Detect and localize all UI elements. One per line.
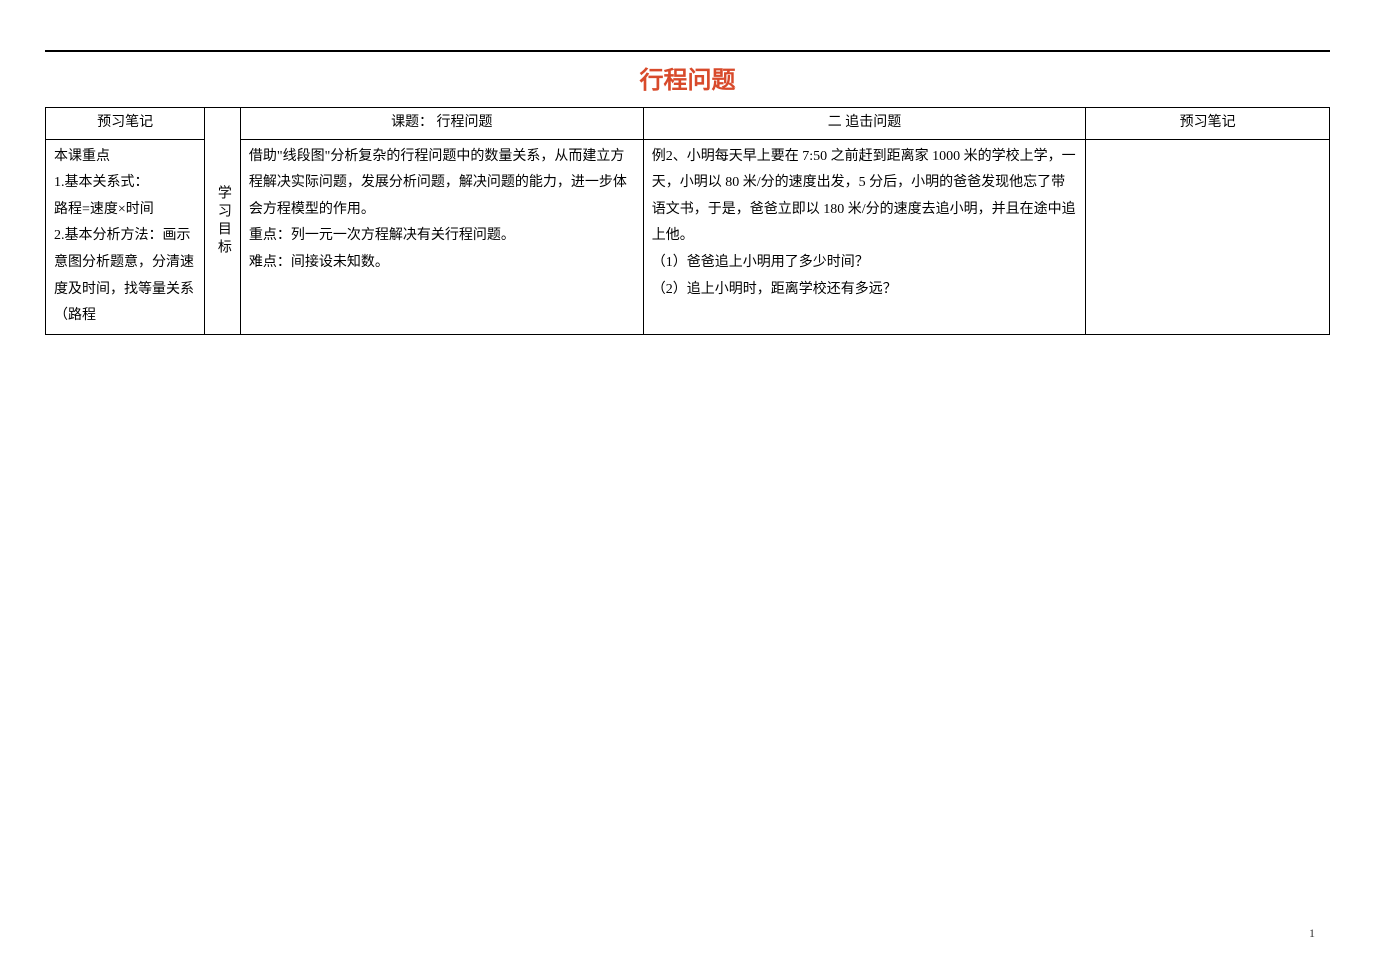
vertical-label-cell: 学习目标 (205, 108, 241, 335)
header-topic: 课题： 行程问题 (240, 108, 643, 140)
header-example: 二 追击问题 (643, 108, 1086, 140)
example-content: 例2、小明每天早上要在 7:50 之前赶到距离家 1000 米的学校上学，一天，… (643, 139, 1086, 334)
lesson-table: 预习笔记 学习目标 课题： 行程问题 二 追击问题 预习笔记 本课重点 1.基本… (45, 107, 1330, 335)
topic-content: 借助"线段图"分析复杂的行程问题中的数量关系，从而建立方程解决实际问题，发展分析… (240, 139, 643, 334)
notes-left-content: 本课重点 1.基本关系式： 路程=速度×时间 2.基本分析方法：画示意图分析题意… (46, 139, 205, 334)
header-notes-right: 预习笔记 (1086, 108, 1330, 140)
table-header-row: 预习笔记 学习目标 课题： 行程问题 二 追击问题 预习笔记 (46, 108, 1330, 140)
page-number: 1 (1309, 926, 1315, 941)
notes-right-content (1086, 139, 1330, 334)
top-divider (45, 50, 1330, 52)
header-notes-left: 预习笔记 (46, 108, 205, 140)
page-title: 行程问题 (45, 60, 1330, 95)
vertical-label: 学习目标 (209, 185, 236, 257)
